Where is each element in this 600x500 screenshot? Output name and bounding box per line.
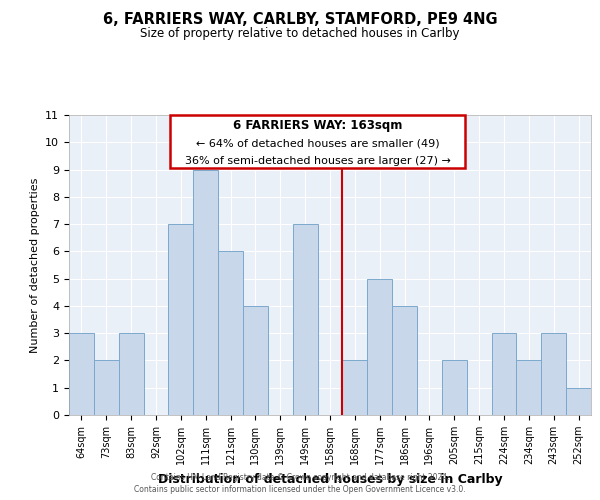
- Bar: [343, 360, 367, 415]
- Bar: [517, 360, 541, 415]
- Text: ← 64% of detached houses are smaller (49): ← 64% of detached houses are smaller (49…: [196, 138, 439, 148]
- Bar: [119, 333, 143, 415]
- Bar: [69, 333, 94, 415]
- Bar: [218, 252, 243, 415]
- Bar: [392, 306, 417, 415]
- Bar: [94, 360, 119, 415]
- Text: 6 FARRIERS WAY: 163sqm: 6 FARRIERS WAY: 163sqm: [233, 120, 402, 132]
- Text: Contains HM Land Registry data © Crown copyright and database right 2024.: Contains HM Land Registry data © Crown c…: [151, 473, 449, 482]
- Bar: [566, 388, 591, 415]
- Y-axis label: Number of detached properties: Number of detached properties: [30, 178, 40, 352]
- Text: Contains public sector information licensed under the Open Government Licence v3: Contains public sector information licen…: [134, 486, 466, 494]
- Bar: [243, 306, 268, 415]
- Text: 6, FARRIERS WAY, CARLBY, STAMFORD, PE9 4NG: 6, FARRIERS WAY, CARLBY, STAMFORD, PE9 4…: [103, 12, 497, 28]
- Text: 36% of semi-detached houses are larger (27) →: 36% of semi-detached houses are larger (…: [185, 156, 451, 166]
- Bar: [169, 224, 193, 415]
- Bar: [367, 278, 392, 415]
- X-axis label: Distribution of detached houses by size in Carlby: Distribution of detached houses by size …: [158, 472, 502, 486]
- Bar: [442, 360, 467, 415]
- Text: Size of property relative to detached houses in Carlby: Size of property relative to detached ho…: [140, 28, 460, 40]
- FancyBboxPatch shape: [170, 115, 466, 168]
- Bar: [293, 224, 317, 415]
- Bar: [541, 333, 566, 415]
- Bar: [491, 333, 517, 415]
- Bar: [193, 170, 218, 415]
